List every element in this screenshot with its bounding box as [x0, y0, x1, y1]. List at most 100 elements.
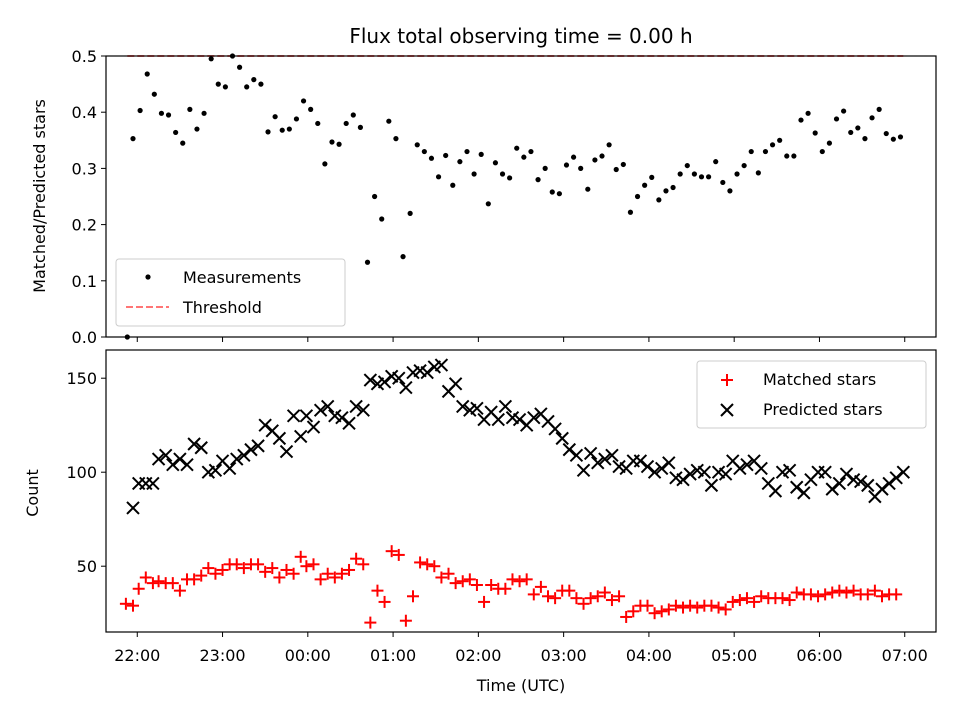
matched-point: [166, 577, 179, 590]
measurement-point: [187, 106, 193, 112]
count-plot-frame: [105, 349, 937, 633]
measurement-point: [649, 174, 655, 180]
predicted-point: [244, 442, 258, 457]
count-panel: 50 100 150 22:00 23:00 00:00 01:00 02:00 03:00 0…: [23, 349, 937, 695]
measurement-point: [464, 148, 470, 155]
matched-point: [139, 571, 152, 584]
measurement-point: [691, 171, 697, 177]
predicted-point: [258, 418, 272, 432]
measurement-point: [855, 125, 861, 131]
ratio-plot-frame: [105, 55, 937, 338]
measurement-point: [258, 81, 264, 87]
matched-point: [669, 599, 682, 612]
x-tick-label: 02:00: [455, 646, 501, 665]
matched-point: [733, 594, 746, 607]
measurement-point: [308, 106, 314, 112]
predicted-point: [704, 478, 719, 493]
y-tick-label: 0.2: [72, 216, 97, 235]
measurement-point: [549, 189, 555, 195]
predicted-point: [797, 486, 811, 500]
matched-point: [132, 582, 145, 595]
matched-point: [833, 584, 846, 597]
measurement-point: [720, 179, 726, 186]
matched-point: [485, 579, 498, 591]
matched-point: [719, 603, 732, 616]
predicted-point: [272, 431, 287, 446]
matched-point: [127, 599, 140, 612]
matched-point: [563, 584, 576, 597]
predicted-point: [697, 465, 712, 479]
predicted-point: [839, 467, 854, 481]
measurement-point: [791, 153, 797, 159]
predicted-point: [896, 465, 911, 479]
matched-point: [216, 563, 229, 576]
matched-point: [684, 599, 697, 612]
predicted-point: [562, 442, 577, 457]
matched-point: [826, 586, 839, 599]
measurement-point: [627, 209, 634, 215]
measurement-point: [407, 210, 413, 216]
matched-point: [527, 588, 540, 601]
measurement-point: [563, 162, 570, 168]
predicted-point: [640, 459, 655, 474]
measurement-point: [769, 142, 776, 148]
predicted-point: [768, 484, 783, 498]
matched-point: [252, 558, 265, 571]
measurement-point: [727, 188, 733, 194]
measurement-point: [414, 142, 420, 148]
matched-point: [627, 605, 640, 618]
measurement-point: [528, 148, 534, 155]
x-tick-label: 05:00: [711, 646, 757, 665]
measurement-point: [165, 112, 172, 118]
measurement-point: [663, 188, 669, 194]
ratio-x-axis: [136, 337, 906, 342]
predicted-point: [286, 409, 301, 423]
predicted-point: [576, 463, 591, 478]
x-tick-label: 04:00: [626, 646, 672, 665]
measurement-point: [556, 191, 562, 197]
measurement-point: [329, 139, 335, 145]
matched-point: [861, 588, 874, 601]
predicted-point: [173, 452, 187, 466]
matched-point: [357, 558, 370, 571]
legend-matched-label: Matched stars: [763, 370, 876, 389]
matched-point: [435, 571, 448, 584]
matched-point: [202, 562, 215, 575]
predicted-point: [335, 410, 349, 425]
matched-point: [371, 584, 384, 597]
matched-point: [307, 558, 320, 571]
matched-point: [542, 590, 555, 603]
matched-point: [335, 567, 348, 580]
measurement-point: [542, 165, 548, 171]
matched-point: [890, 588, 903, 601]
predicted-point: [683, 467, 697, 481]
measurement-point: [201, 110, 207, 116]
x-tick-label: 03:00: [541, 646, 587, 665]
matched-point: [740, 592, 753, 605]
matched-point: [321, 567, 334, 580]
measurement-point: [265, 129, 271, 135]
y-tick-label: 0.5: [72, 47, 97, 66]
measurement-point: [805, 110, 811, 116]
matched-point: [237, 562, 250, 575]
count-x-axis: 22:00 23:00 00:00 01:00 02:00 03:00 04:00 05:00…: [114, 632, 928, 665]
predicted-point: [208, 463, 223, 478]
measurement-point: [578, 165, 584, 171]
chart-title: Flux total observing time = 0.00 h: [349, 24, 692, 48]
matched-point: [875, 590, 888, 603]
measurement-point: [698, 174, 705, 180]
measurement-point: [372, 193, 378, 200]
predicted-point: [583, 446, 598, 461]
ratio-y-axis-label: Matched/Predicted stars: [30, 99, 49, 293]
ratio-panel: Flux total observing time = 0.00 h 0.00.…: [30, 24, 937, 347]
measurement-point: [336, 141, 342, 147]
measurement-point: [862, 136, 868, 142]
matched-point: [691, 601, 704, 614]
matched-point: [173, 584, 186, 597]
predicted-point: [187, 437, 201, 451]
matched-point: [209, 567, 222, 580]
measurement-point: [585, 186, 591, 192]
predicted-point: [790, 480, 804, 494]
predicted-point: [718, 467, 733, 481]
measurement-point: [656, 197, 662, 203]
